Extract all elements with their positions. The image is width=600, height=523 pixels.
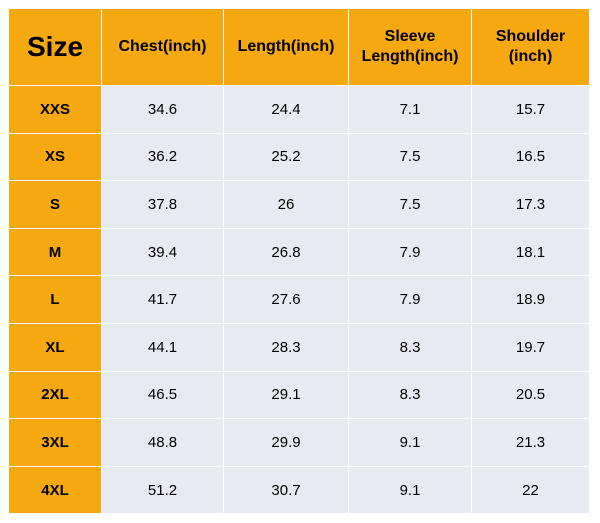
length-cell: 26.8 (223, 227, 349, 277)
table-row: XS 36.2 25.2 7.5 16.5 (8, 132, 590, 182)
chest-cell: 48.8 (101, 418, 224, 467)
shoulder-cell: 22 (471, 465, 590, 515)
chest-cell: 44.1 (101, 322, 224, 372)
shoulder-cell: 15.7 (471, 85, 590, 134)
shoulder-cell: 17.3 (471, 180, 590, 229)
table-row: XXS 34.6 24.4 7.1 15.7 (8, 85, 590, 134)
length-cell: 26 (223, 180, 349, 229)
size-cell: 4XL (8, 465, 102, 515)
table-body: XXS 34.6 24.4 7.1 15.7 XS 36.2 25.2 7.5 16.5 S 37.8… (8, 85, 590, 515)
size-cell: M (8, 227, 102, 277)
length-cell: 27.6 (223, 275, 349, 324)
table-row: M 39.4 26.8 7.9 18.1 (8, 227, 590, 277)
sleeve-length-cell: 7.5 (348, 180, 472, 229)
sleeve-length-cell: 8.3 (348, 370, 472, 420)
sleeve-header-line-2: Length(inch) (361, 48, 459, 65)
shoulder-header-line-2: (inch) (508, 48, 553, 65)
sleeve-header-line-1: Sleeve (384, 28, 436, 45)
size-table: Size Chest(inch) Length(inch) Sleeve Len… (8, 8, 590, 515)
size-cell: L (8, 275, 102, 324)
table-row: S 37.8 26 7.5 17.3 (8, 180, 590, 229)
shoulder-header-line-1: Shoulder (495, 28, 566, 45)
size-cell: S (8, 180, 102, 229)
length-cell: 25.2 (223, 132, 349, 182)
sleeve-length-cell: 7.1 (348, 85, 472, 134)
length-cell: 28.3 (223, 322, 349, 372)
size-cell: 3XL (8, 418, 102, 467)
size-cell: XS (8, 132, 102, 182)
chest-cell: 51.2 (101, 465, 224, 515)
shoulder-cell: 18.9 (471, 275, 590, 324)
chest-cell: 34.6 (101, 85, 224, 134)
chest-cell: 36.2 (101, 132, 224, 182)
length-cell: 29.9 (223, 418, 349, 467)
shoulder-cell: 21.3 (471, 418, 590, 467)
sleeve-length-cell: 7.5 (348, 132, 472, 182)
chest-cell: 37.8 (101, 180, 224, 229)
size-chart: Size Chest(inch) Length(inch) Sleeve Len… (8, 8, 590, 515)
table-row: 4XL 51.2 30.7 9.1 22 (8, 465, 590, 515)
sleeve-length-cell: 9.1 (348, 418, 472, 467)
length-cell: 29.1 (223, 370, 349, 420)
shoulder-cell: 19.7 (471, 322, 590, 372)
chest-column-header: Chest(inch) (101, 8, 224, 86)
size-cell: XL (8, 322, 102, 372)
shoulder-column-header: Shoulder (inch) (471, 8, 590, 86)
table-row: 3XL 48.8 29.9 9.1 21.3 (8, 418, 590, 467)
sleeve-length-cell: 9.1 (348, 465, 472, 515)
table-header: Size Chest(inch) Length(inch) Sleeve Len… (8, 8, 590, 86)
size-cell: XXS (8, 85, 102, 134)
sleeve-length-cell: 8.3 (348, 322, 472, 372)
sleeve-length-cell: 7.9 (348, 227, 472, 277)
shoulder-cell: 16.5 (471, 132, 590, 182)
table-row: XL 44.1 28.3 8.3 19.7 (8, 322, 590, 372)
shoulder-cell: 18.1 (471, 227, 590, 277)
length-cell: 30.7 (223, 465, 349, 515)
table-row: L 41.7 27.6 7.9 18.9 (8, 275, 590, 324)
length-cell: 24.4 (223, 85, 349, 134)
chest-cell: 41.7 (101, 275, 224, 324)
chest-cell: 46.5 (101, 370, 224, 420)
size-column-header: Size (8, 8, 102, 86)
sleeve-length-column-header: Sleeve Length(inch) (348, 8, 472, 86)
header-row: Size Chest(inch) Length(inch) Sleeve Len… (8, 8, 590, 86)
size-cell: 2XL (8, 370, 102, 420)
table-row: 2XL 46.5 29.1 8.3 20.5 (8, 370, 590, 420)
chest-cell: 39.4 (101, 227, 224, 277)
shoulder-cell: 20.5 (471, 370, 590, 420)
sleeve-length-cell: 7.9 (348, 275, 472, 324)
length-column-header: Length(inch) (223, 8, 349, 86)
